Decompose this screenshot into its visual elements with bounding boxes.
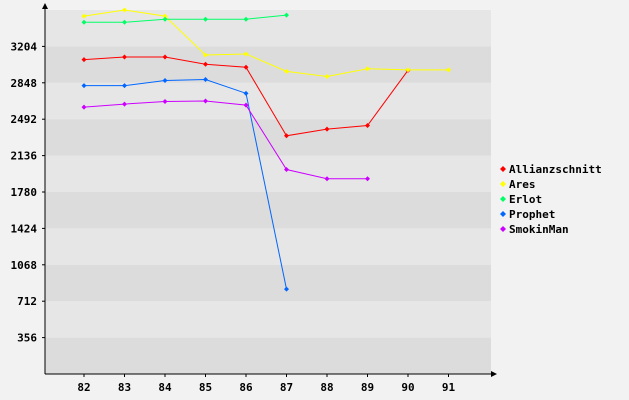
- data-point-prophet: [284, 286, 289, 292]
- x-tick-label: 82: [77, 381, 90, 394]
- data-point-ares: [284, 68, 289, 74]
- legend-label: Allianzschnitt: [509, 163, 602, 176]
- data-point-ares: [162, 13, 168, 19]
- data-point-allianzschnitt: [81, 57, 87, 63]
- y-tick-label: 2848: [11, 77, 38, 90]
- data-point-ares: [122, 7, 127, 13]
- x-tick-label: 84: [158, 381, 172, 394]
- data-point-erlot: [284, 12, 289, 18]
- legend-label: Ares: [509, 178, 536, 191]
- data-point-allianzschnitt: [324, 126, 330, 132]
- data-point-ares: [81, 13, 87, 19]
- plot-background: [45, 10, 491, 374]
- grid-band: [45, 46, 491, 83]
- grid-band: [45, 301, 491, 338]
- data-point-ares: [324, 73, 330, 79]
- series-lines: [81, 7, 451, 292]
- legend-marker: [500, 166, 506, 172]
- y-axis-arrow: [42, 3, 48, 9]
- data-point-prophet: [243, 90, 249, 96]
- grid-band: [45, 155, 491, 192]
- data-point-prophet: [122, 83, 127, 89]
- grid-band: [45, 82, 491, 120]
- x-tick-label: 87: [280, 381, 293, 394]
- axes: [42, 3, 497, 377]
- x-tick-label: 90: [401, 381, 414, 394]
- data-point-erlot: [243, 16, 249, 22]
- data-point-erlot: [122, 19, 127, 25]
- grid-band: [45, 119, 491, 156]
- grid-band: [45, 337, 491, 374]
- legend-marker: [500, 211, 506, 217]
- legend-label: Erlot: [509, 193, 542, 206]
- data-point-smokinman: [324, 176, 330, 182]
- legend-marker: [500, 181, 506, 187]
- data-point-allianzschnitt: [284, 133, 289, 139]
- data-point-prophet: [162, 78, 168, 84]
- series-line-smokinman: [83, 100, 368, 180]
- data-point-prophet: [203, 77, 208, 83]
- data-point-erlot: [203, 16, 208, 22]
- data-point-ares: [203, 52, 208, 58]
- x-tick-label: 88: [320, 381, 333, 394]
- data-point-smokinman: [203, 98, 208, 104]
- tick-labels: 356 712 1068 1424 1780 2136 2492 2848 3204 82 83 84…: [11, 40, 456, 394]
- data-point-erlot: [162, 16, 168, 22]
- legend-marker: [500, 196, 506, 202]
- y-tick-label: 1068: [11, 259, 38, 272]
- legend-label: Prophet: [509, 208, 555, 221]
- x-tick-label: 86: [239, 381, 253, 394]
- data-point-smokinman: [243, 102, 249, 108]
- data-point-ares: [405, 67, 411, 73]
- x-tick-label: 91: [442, 381, 456, 394]
- y-tick-label: 2136: [11, 150, 38, 163]
- data-point-smokinman: [81, 104, 87, 110]
- x-tick-label: 85: [199, 381, 212, 394]
- data-point-prophet: [81, 83, 87, 89]
- data-point-allianzschnitt: [203, 61, 208, 67]
- grid-band: [45, 10, 491, 47]
- data-point-allianzschnitt: [365, 123, 370, 129]
- data-point-smokinman: [284, 167, 289, 173]
- y-tick-label: 2492: [11, 113, 38, 126]
- legend: Allianzschnitt Ares Erlot Prophet SmokinMan: [500, 163, 602, 236]
- y-tick-label: 712: [17, 295, 37, 308]
- x-tick-label: 89: [361, 381, 374, 394]
- grid-band: [45, 264, 491, 302]
- data-point-smokinman: [365, 176, 370, 182]
- data-point-smokinman: [122, 101, 127, 107]
- data-point-allianzschnitt: [162, 54, 168, 60]
- grid-band: [45, 228, 491, 265]
- data-point-erlot: [81, 19, 87, 25]
- data-point-allianzschnitt: [122, 54, 127, 60]
- y-tick-label: 1780: [11, 186, 38, 199]
- x-axis-arrow: [491, 371, 497, 377]
- data-point-allianzschnitt: [243, 64, 249, 70]
- data-point-ares: [365, 66, 370, 72]
- series-line-prophet: [84, 79, 287, 290]
- y-tick-label: 1424: [11, 222, 38, 235]
- legend-marker: [500, 226, 506, 232]
- series-line-ares: [83, 9, 449, 77]
- x-tick-label: 83: [118, 381, 131, 394]
- data-point-smokinman: [162, 99, 168, 105]
- legend-label: SmokinMan: [509, 223, 569, 236]
- y-tick-label: 3204: [11, 40, 38, 53]
- data-point-ares: [446, 67, 451, 73]
- data-point-ares: [243, 51, 249, 57]
- series-line-erlot: [84, 14, 287, 23]
- y-tick-label: 356: [17, 332, 37, 345]
